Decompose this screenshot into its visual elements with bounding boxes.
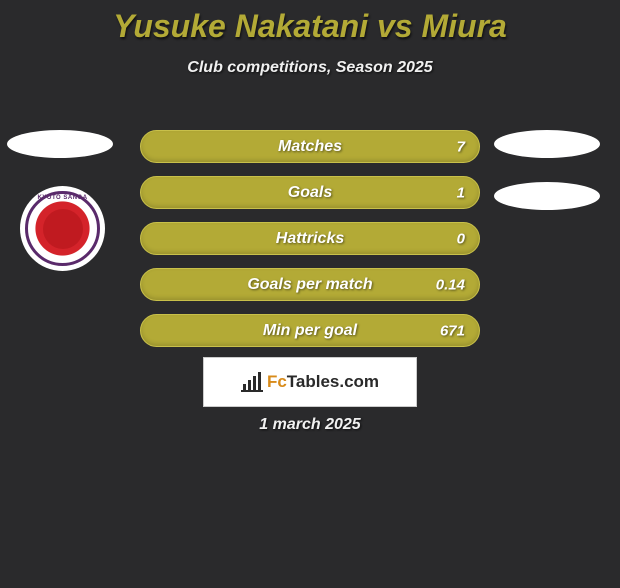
stat-label: Matches — [278, 138, 342, 156]
player1-avatar-placeholder — [7, 130, 113, 158]
stat-value: 0 — [457, 230, 465, 247]
stat-label: Goals per match — [247, 276, 372, 294]
player2-club-placeholder — [494, 182, 600, 210]
stat-row: Hattricks 0 — [140, 222, 480, 255]
stat-label: Min per goal — [263, 322, 357, 340]
stat-rows: Matches 7 Goals 1 Hattricks 0 Goals per … — [140, 130, 480, 360]
stat-value: 671 — [440, 322, 465, 339]
stat-value: 1 — [457, 184, 465, 201]
page-title: Yusuke Nakatani vs Miura — [0, 8, 620, 45]
player2-avatar-placeholder — [494, 130, 600, 158]
page-subtitle: Club competitions, Season 2025 — [0, 59, 620, 77]
stat-row: Matches 7 — [140, 130, 480, 163]
stat-row: Goals 1 — [140, 176, 480, 209]
club-badge-text: KYOTO SANGA — [37, 195, 87, 201]
stat-row: Goals per match 0.14 — [140, 268, 480, 301]
stat-label: Hattricks — [276, 230, 344, 248]
stat-value: 0.14 — [436, 276, 465, 293]
brand-box: FcTables.com — [203, 357, 417, 407]
brand-suffix: Tables.com — [287, 372, 379, 391]
player1-club-badge: KYOTO SANGA — [20, 186, 105, 271]
brand-prefix: Fc — [267, 372, 287, 391]
bar-chart-icon — [241, 372, 263, 392]
stat-row: Min per goal 671 — [140, 314, 480, 347]
date-label: 1 march 2025 — [0, 416, 620, 434]
stat-value: 7 — [457, 138, 465, 155]
stat-label: Goals — [288, 184, 332, 202]
brand-text: FcTables.com — [267, 372, 379, 392]
